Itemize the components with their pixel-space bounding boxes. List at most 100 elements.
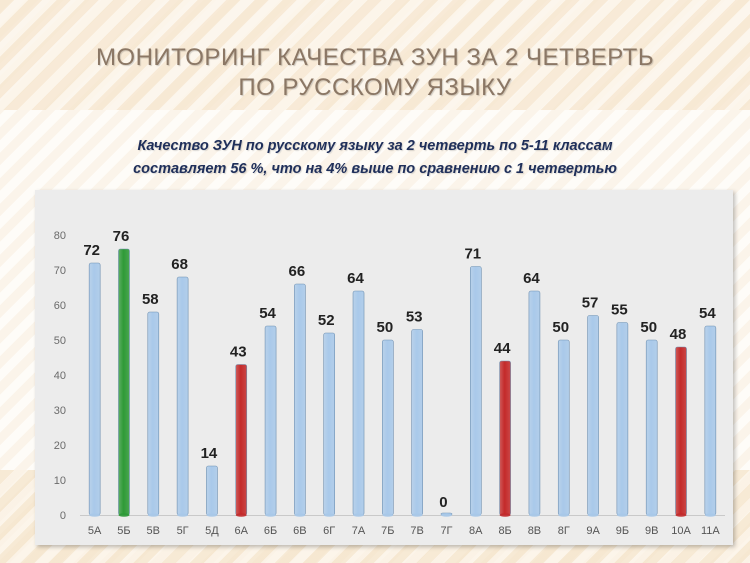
bar-value-label: 43 bbox=[230, 344, 247, 361]
bar bbox=[499, 360, 511, 516]
bar-base bbox=[616, 513, 628, 517]
bar bbox=[147, 311, 160, 516]
page-title-line-1: Мониторинг качества ЗУН за 2 четверть bbox=[95, 44, 655, 71]
bar-base bbox=[675, 513, 687, 517]
bar-value-label: 76 bbox=[113, 228, 130, 245]
header-decoration bbox=[0, 0, 750, 110]
bar-base bbox=[499, 513, 511, 517]
bar-base bbox=[323, 513, 335, 517]
bar-value-label: 55 bbox=[611, 302, 628, 319]
bar-base bbox=[558, 513, 570, 517]
bar-base bbox=[89, 513, 101, 517]
page-title-line-2: по русскому языку bbox=[238, 74, 512, 101]
x-tick-label: 9Б bbox=[616, 525, 629, 537]
bar-value-label: 58 bbox=[142, 291, 159, 308]
bar-base bbox=[353, 513, 365, 517]
bar-base bbox=[118, 513, 130, 517]
bar bbox=[675, 346, 687, 516]
bar-value-label: 53 bbox=[406, 309, 423, 326]
subtitle-line-2: составляет 56 %, что на 4% выше по сравн… bbox=[133, 161, 617, 177]
y-tick-label: 60 bbox=[54, 300, 66, 312]
bar-value-label: 14 bbox=[201, 445, 218, 462]
y-tick-label: 0 bbox=[60, 510, 66, 522]
bar-value-label: 50 bbox=[640, 319, 657, 336]
x-tick-label: 7Б bbox=[381, 525, 394, 537]
bar-base bbox=[587, 513, 599, 517]
x-tick-label: 5В bbox=[147, 525, 160, 537]
bar-base bbox=[147, 513, 159, 517]
bar-value-label: 72 bbox=[83, 242, 100, 259]
x-tick-label: 9А bbox=[586, 525, 600, 537]
bar-value-label: 48 bbox=[670, 326, 687, 343]
bar-base bbox=[206, 513, 218, 517]
bar bbox=[469, 266, 482, 516]
bar-value-label: 52 bbox=[318, 312, 335, 329]
x-tick-label: 5Д bbox=[205, 525, 219, 537]
bar-value-label: 71 bbox=[464, 246, 481, 263]
bar-value-label: 50 bbox=[552, 319, 569, 336]
x-tick-label: 6А bbox=[235, 525, 249, 537]
bar-value-label: 68 bbox=[171, 256, 188, 273]
x-tick-label: 5Г bbox=[177, 525, 189, 537]
bar-base bbox=[294, 513, 306, 517]
bar bbox=[557, 339, 570, 516]
bar-base bbox=[704, 513, 716, 517]
bar-value-label: 0 bbox=[439, 494, 447, 511]
bar bbox=[118, 248, 130, 516]
x-tick-label: 10А bbox=[671, 525, 691, 537]
y-tick-label: 50 bbox=[54, 335, 66, 347]
bar-base bbox=[382, 513, 394, 517]
x-tick-label: 7А bbox=[352, 525, 366, 537]
bar bbox=[704, 325, 717, 516]
bar-base bbox=[265, 513, 277, 517]
y-tick-label: 10 bbox=[54, 475, 66, 487]
y-tick-label: 70 bbox=[54, 265, 66, 277]
x-tick-label: 6Г bbox=[323, 525, 335, 537]
x-tick-label: 8Г bbox=[558, 525, 570, 537]
x-tick-label: 9В bbox=[645, 525, 658, 537]
bar bbox=[528, 290, 541, 516]
bar-base bbox=[177, 513, 189, 517]
bar-value-label: 64 bbox=[347, 270, 364, 287]
x-tick-label: 6В bbox=[293, 525, 306, 537]
bar bbox=[294, 283, 306, 516]
bar bbox=[587, 315, 599, 516]
x-tick-label: 5А bbox=[88, 525, 102, 537]
subtitle-line-1: Качество ЗУН по русскому языку за 2 четв… bbox=[137, 138, 613, 154]
bar bbox=[235, 364, 248, 516]
bar-base bbox=[528, 513, 540, 517]
bar-base bbox=[235, 513, 247, 517]
bar bbox=[264, 325, 277, 516]
x-tick-label: 5Б bbox=[117, 525, 130, 537]
bar bbox=[206, 465, 218, 516]
x-tick-label: 8В bbox=[528, 525, 541, 537]
y-tick-label: 20 bbox=[54, 440, 66, 452]
x-tick-label: 11А bbox=[701, 525, 720, 537]
bar bbox=[645, 339, 658, 516]
bar-chart: 0 10 20 30 40 50 60 70 80 72 5А 76 5Б 58 5В 68 5Г 14 5Д 43 6… bbox=[54, 228, 725, 537]
x-tick-label: 8А bbox=[469, 525, 483, 537]
bar-value-label: 50 bbox=[376, 319, 393, 336]
y-tick-label: 40 bbox=[54, 370, 66, 382]
x-tick-label: 6Б bbox=[264, 525, 277, 537]
bar bbox=[323, 332, 336, 516]
bar bbox=[411, 329, 423, 516]
bar bbox=[88, 262, 101, 516]
x-tick-label: 7Г bbox=[440, 525, 452, 537]
bar bbox=[176, 276, 189, 516]
x-tick-label: 8Б bbox=[498, 525, 511, 537]
bar bbox=[352, 290, 365, 516]
bar-value-label: 64 bbox=[523, 270, 540, 287]
bar bbox=[616, 322, 629, 516]
y-tick-label: 80 bbox=[54, 230, 66, 242]
bar-value-label: 54 bbox=[259, 305, 276, 322]
bar-value-label: 54 bbox=[699, 305, 716, 322]
bar-value-label: 44 bbox=[494, 340, 511, 357]
bar-base bbox=[646, 513, 658, 517]
bar-base bbox=[440, 513, 452, 517]
bar-base bbox=[411, 513, 423, 517]
bar-value-label: 66 bbox=[289, 263, 306, 280]
bar-base bbox=[470, 513, 482, 517]
x-tick-label: 7В bbox=[410, 525, 423, 537]
bar-value-label: 57 bbox=[582, 295, 599, 312]
